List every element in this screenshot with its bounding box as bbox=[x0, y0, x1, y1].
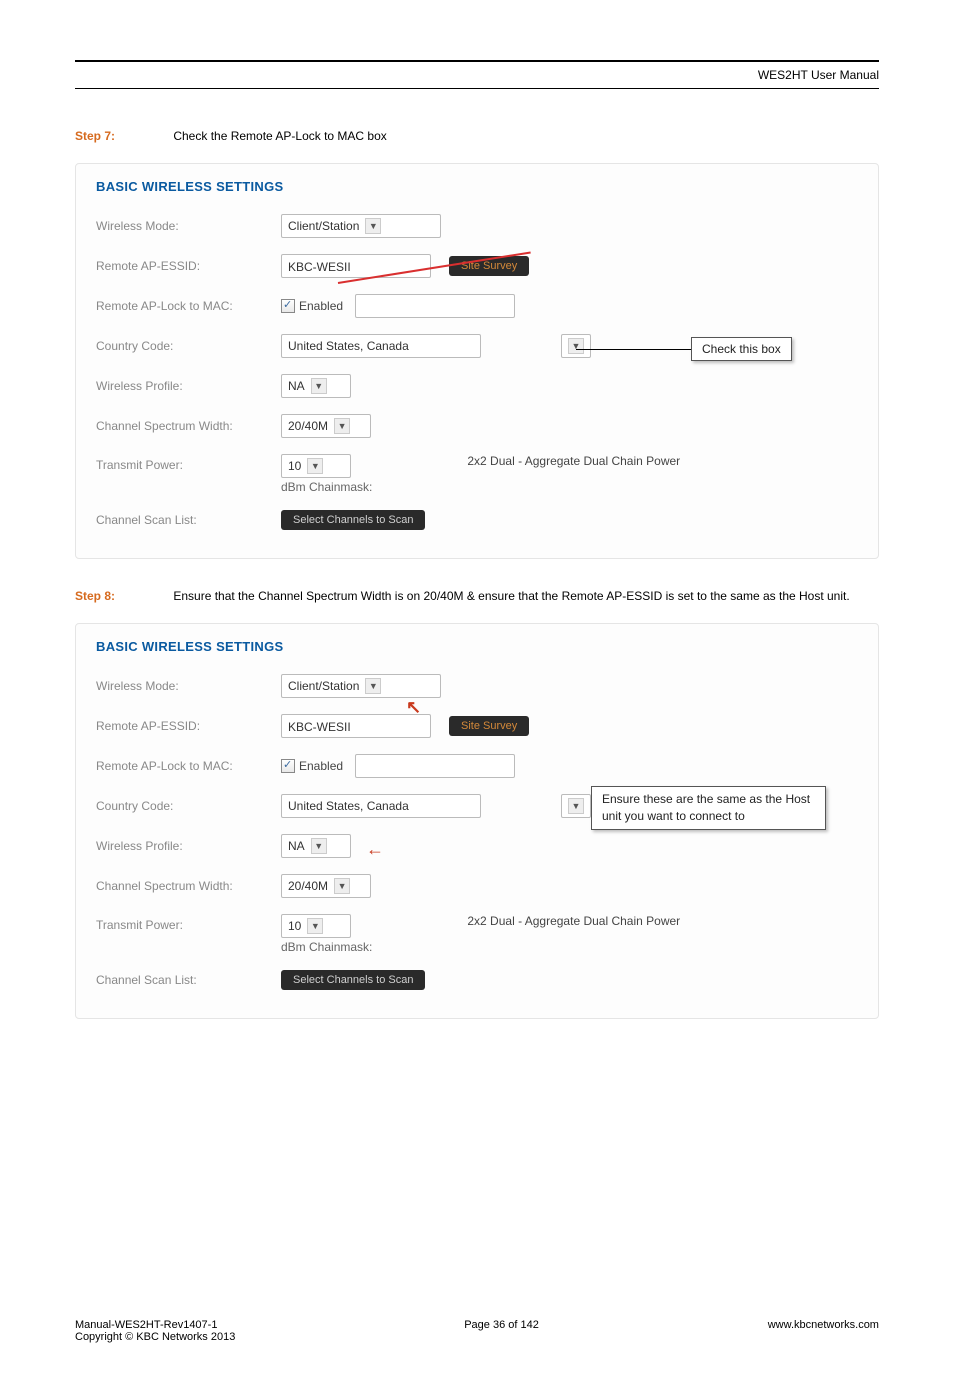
profile-value: NA bbox=[288, 379, 305, 393]
step-7-label: Step 7: bbox=[75, 129, 170, 143]
label-power: Transmit Power: bbox=[96, 454, 281, 472]
arrow-left-icon: ← bbox=[366, 839, 384, 860]
footer-copyright: Copyright © KBC Networks 2013 bbox=[75, 1331, 235, 1343]
label-profile: Wireless Profile: bbox=[96, 839, 281, 853]
label-scan: Channel Scan List: bbox=[96, 513, 281, 527]
callout-check-box: Check this box bbox=[691, 337, 792, 361]
footer-page: Page 36 of 142 bbox=[464, 1319, 539, 1343]
settings-panel-1: BASIC WIRELESS SETTINGS Wireless Mode: C… bbox=[75, 163, 879, 559]
width-select[interactable]: 20/40M ▼ bbox=[281, 414, 371, 438]
label-width: Channel Spectrum Width: bbox=[96, 419, 281, 433]
footer-manual-rev: Manual-WES2HT-Rev1407-1 bbox=[75, 1319, 235, 1331]
label-profile: Wireless Profile: bbox=[96, 379, 281, 393]
panel-title: BASIC WIRELESS SETTINGS bbox=[96, 179, 858, 194]
chevron-down-icon: ▼ bbox=[365, 678, 381, 694]
label-lock-mac: Remote AP-Lock to MAC: bbox=[96, 759, 281, 773]
step-8-line: Step 8: Ensure that the Channel Spectrum… bbox=[75, 589, 879, 603]
dbm-label: dBm Chainmask: bbox=[281, 940, 372, 954]
select-channels-button[interactable]: Select Channels to Scan bbox=[281, 510, 425, 530]
chain-power-text: 2x2 Dual - Aggregate Dual Chain Power bbox=[467, 914, 680, 928]
label-essid: Remote AP-ESSID: bbox=[96, 719, 281, 733]
power-value: 10 bbox=[288, 459, 301, 473]
width-value: 20/40M bbox=[288, 879, 328, 893]
profile-value: NA bbox=[288, 839, 305, 853]
chevron-down-icon: ▼ bbox=[311, 838, 327, 854]
lock-mac-checkbox[interactable] bbox=[281, 759, 295, 773]
chevron-down-icon: ▼ bbox=[307, 458, 323, 474]
footer-url: www.kbcnetworks.com bbox=[768, 1319, 879, 1343]
label-lock-mac: Remote AP-Lock to MAC: bbox=[96, 299, 281, 313]
country-select[interactable]: United States, Canada bbox=[281, 794, 481, 818]
label-scan: Channel Scan List: bbox=[96, 973, 281, 987]
step-8-text: Ensure that the Channel Spectrum Width i… bbox=[173, 589, 853, 603]
wireless-mode-value: Client/Station bbox=[288, 679, 359, 693]
label-power: Transmit Power: bbox=[96, 914, 281, 932]
dbm-label: dBm Chainmask: bbox=[281, 480, 372, 494]
chevron-down-icon: ▼ bbox=[334, 418, 350, 434]
essid-input[interactable]: KBC-WESII bbox=[281, 254, 431, 278]
lock-mac-enabled-label: Enabled bbox=[299, 299, 343, 313]
header-bottom-rule bbox=[75, 88, 879, 89]
label-country: Country Code: bbox=[96, 799, 281, 813]
header-top-rule bbox=[75, 60, 879, 62]
chevron-down-icon: ▼ bbox=[568, 798, 584, 814]
wireless-mode-select[interactable]: Client/Station ▼ bbox=[281, 214, 441, 238]
site-survey-button[interactable]: Site Survey bbox=[449, 716, 529, 736]
callout-ensure-same: Ensure these are the same as the Host un… bbox=[591, 786, 826, 830]
select-channels-button[interactable]: Select Channels to Scan bbox=[281, 970, 425, 990]
header-title: WES2HT User Manual bbox=[75, 68, 879, 82]
footer: Manual-WES2HT-Rev1407-1 Copyright © KBC … bbox=[75, 1319, 879, 1343]
width-value: 20/40M bbox=[288, 419, 328, 433]
wireless-mode-value: Client/Station bbox=[288, 219, 359, 233]
panel-title: BASIC WIRELESS SETTINGS bbox=[96, 639, 858, 654]
profile-select[interactable]: NA ▼ bbox=[281, 374, 351, 398]
arrow-left-icon: ↖ bbox=[406, 697, 421, 718]
chevron-down-icon: ▼ bbox=[311, 378, 327, 394]
lock-mac-enabled-label: Enabled bbox=[299, 759, 343, 773]
country-select[interactable]: United States, Canada bbox=[281, 334, 481, 358]
country-extra-select[interactable]: ▼ bbox=[561, 794, 591, 818]
lock-mac-checkbox[interactable] bbox=[281, 299, 295, 313]
profile-select[interactable]: NA ▼ bbox=[281, 834, 351, 858]
width-select[interactable]: 20/40M ▼ bbox=[281, 874, 371, 898]
step-7-text: Check the Remote AP-Lock to MAC box bbox=[173, 129, 853, 143]
label-country: Country Code: bbox=[96, 339, 281, 353]
lock-mac-input[interactable] bbox=[355, 294, 515, 318]
wireless-mode-select[interactable]: Client/Station ▼ bbox=[281, 674, 441, 698]
chevron-down-icon: ▼ bbox=[365, 218, 381, 234]
power-select[interactable]: 10 ▼ bbox=[281, 914, 351, 938]
label-wireless-mode: Wireless Mode: bbox=[96, 219, 281, 233]
chevron-down-icon: ▼ bbox=[334, 878, 350, 894]
country-value: United States, Canada bbox=[288, 799, 409, 813]
chain-power-text: 2x2 Dual - Aggregate Dual Chain Power bbox=[467, 454, 680, 468]
power-value: 10 bbox=[288, 919, 301, 933]
chevron-down-icon: ▼ bbox=[568, 338, 584, 354]
step-7-line: Step 7: Check the Remote AP-Lock to MAC … bbox=[75, 129, 879, 143]
label-essid: Remote AP-ESSID: bbox=[96, 259, 281, 273]
label-width: Channel Spectrum Width: bbox=[96, 879, 281, 893]
country-value: United States, Canada bbox=[288, 339, 409, 353]
power-select[interactable]: 10 ▼ bbox=[281, 454, 351, 478]
country-extra-select[interactable]: ▼ bbox=[561, 334, 591, 358]
step-8-label: Step 8: bbox=[75, 589, 170, 603]
lock-mac-input[interactable] bbox=[355, 754, 515, 778]
chevron-down-icon: ▼ bbox=[307, 918, 323, 934]
callout-connector-line bbox=[576, 349, 691, 350]
settings-panel-2: BASIC WIRELESS SETTINGS Wireless Mode: C… bbox=[75, 623, 879, 1019]
label-wireless-mode: Wireless Mode: bbox=[96, 679, 281, 693]
